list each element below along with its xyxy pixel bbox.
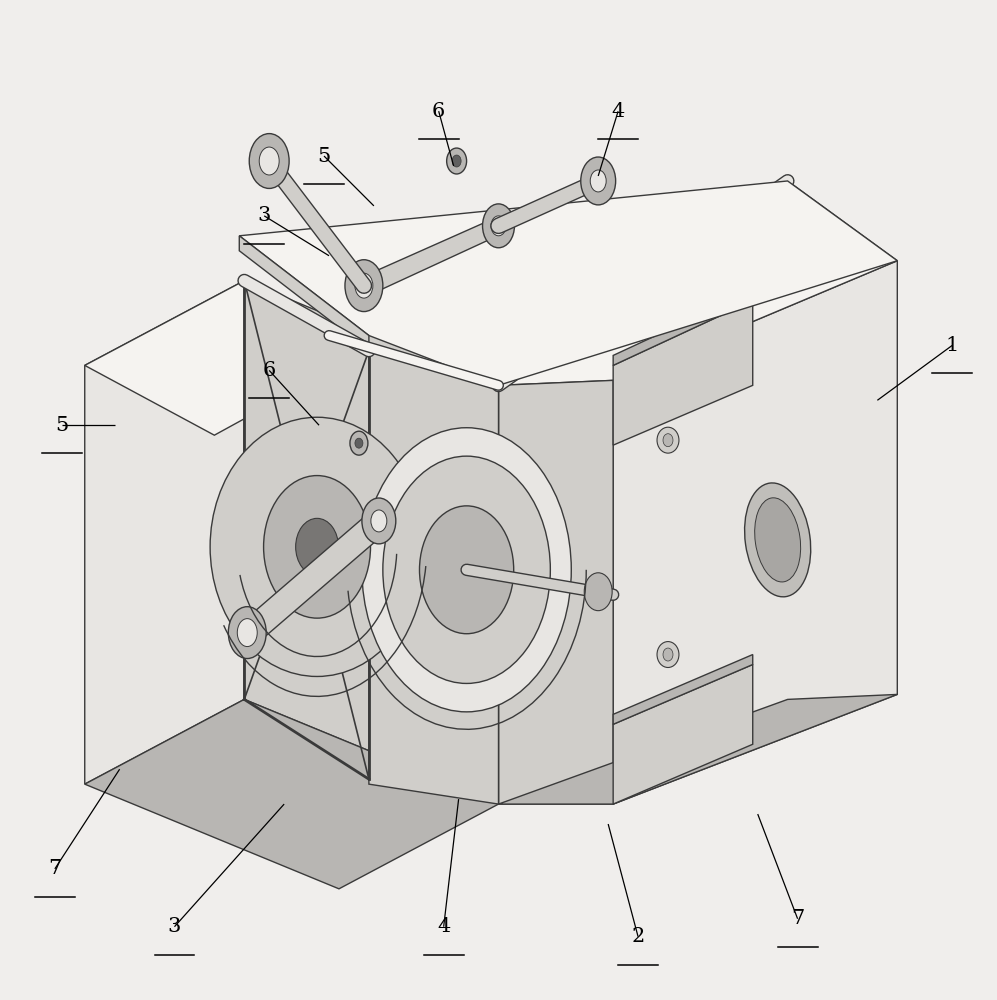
Ellipse shape <box>296 518 338 575</box>
Polygon shape <box>85 281 244 784</box>
Ellipse shape <box>663 434 673 447</box>
Polygon shape <box>239 236 369 350</box>
Text: 2: 2 <box>631 927 645 946</box>
Polygon shape <box>85 699 498 889</box>
Ellipse shape <box>355 273 373 298</box>
Ellipse shape <box>210 417 424 676</box>
Ellipse shape <box>420 506 513 634</box>
Text: 3: 3 <box>257 206 271 225</box>
Ellipse shape <box>657 642 679 667</box>
Ellipse shape <box>447 148 467 174</box>
Ellipse shape <box>345 260 383 312</box>
Ellipse shape <box>453 155 461 167</box>
Text: 6: 6 <box>262 361 276 380</box>
Polygon shape <box>498 694 897 804</box>
Ellipse shape <box>371 510 387 532</box>
Ellipse shape <box>362 498 396 544</box>
Ellipse shape <box>663 648 673 661</box>
Text: 1: 1 <box>945 336 959 355</box>
Text: 4: 4 <box>437 917 451 936</box>
Ellipse shape <box>249 134 289 188</box>
Text: 3: 3 <box>167 917 181 936</box>
Text: 5: 5 <box>55 416 69 435</box>
Polygon shape <box>239 181 897 385</box>
Polygon shape <box>244 281 498 804</box>
Ellipse shape <box>355 438 363 448</box>
Ellipse shape <box>657 427 679 453</box>
Ellipse shape <box>590 170 606 192</box>
Text: 6: 6 <box>432 102 446 121</box>
Ellipse shape <box>483 204 514 248</box>
Polygon shape <box>498 380 613 804</box>
Ellipse shape <box>383 456 550 683</box>
Polygon shape <box>613 261 897 804</box>
Ellipse shape <box>491 216 505 236</box>
Text: 7: 7 <box>48 859 62 878</box>
Polygon shape <box>613 301 753 445</box>
Ellipse shape <box>237 619 257 647</box>
Ellipse shape <box>584 573 612 611</box>
Polygon shape <box>613 655 753 724</box>
Polygon shape <box>369 350 498 804</box>
Text: 4: 4 <box>611 102 625 121</box>
Polygon shape <box>613 291 753 365</box>
Polygon shape <box>613 665 753 804</box>
Text: 5: 5 <box>317 147 331 166</box>
Ellipse shape <box>755 498 801 582</box>
Ellipse shape <box>228 607 266 659</box>
Polygon shape <box>498 181 897 385</box>
Ellipse shape <box>745 483 811 597</box>
Ellipse shape <box>350 431 368 455</box>
Polygon shape <box>85 281 369 435</box>
Ellipse shape <box>263 476 371 618</box>
Ellipse shape <box>362 428 571 712</box>
Polygon shape <box>239 513 389 642</box>
Polygon shape <box>354 221 508 291</box>
Ellipse shape <box>580 157 615 205</box>
Ellipse shape <box>259 147 279 175</box>
Text: 7: 7 <box>791 909 805 928</box>
